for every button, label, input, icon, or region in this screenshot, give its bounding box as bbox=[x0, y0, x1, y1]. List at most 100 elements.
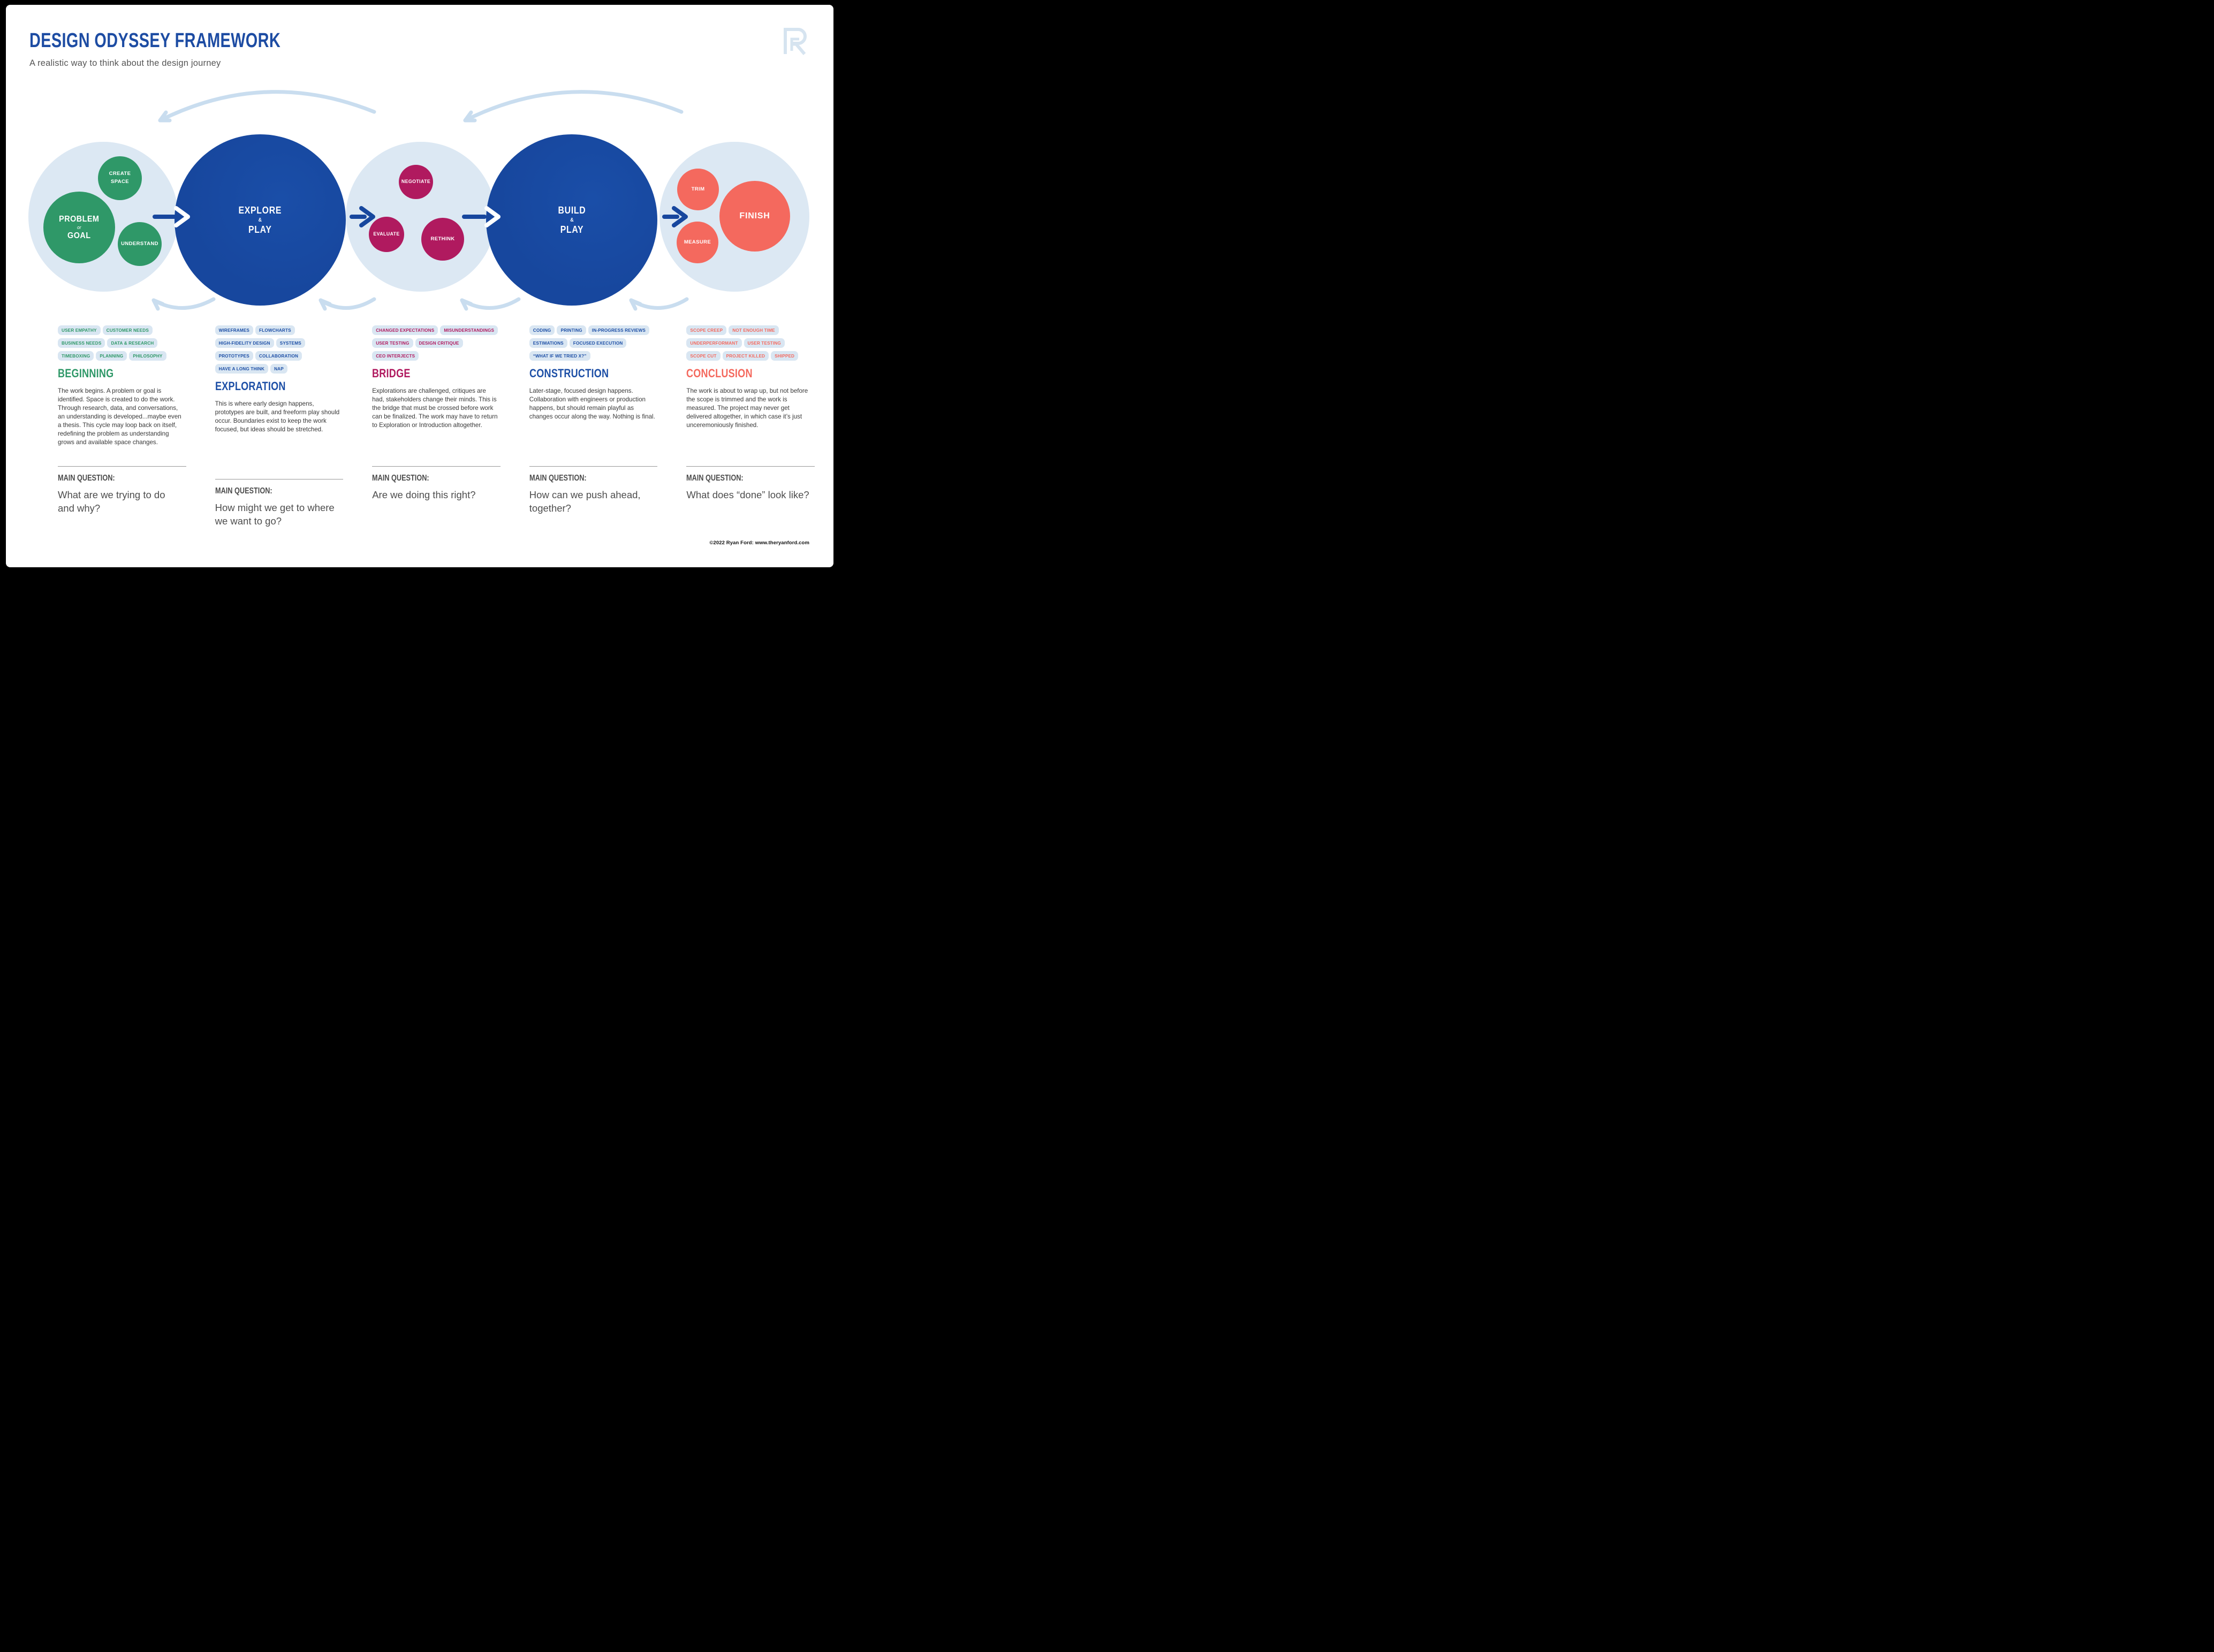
page-subtitle: A realistic way to think about the desig… bbox=[29, 58, 221, 68]
tag: CEO INTERJECTS bbox=[372, 351, 419, 361]
tag: WIREFRAMES bbox=[215, 325, 254, 335]
bridge-cluster-circle bbox=[346, 142, 496, 292]
tag: HIGH-FIDELITY DESIGN bbox=[215, 338, 274, 348]
column-exploration: WIREFRAMES FLOWCHARTS HIGH-FIDELITY DESIGN… bbox=[215, 325, 344, 528]
tag: PRINTING bbox=[557, 325, 586, 335]
conclusion-question: What does “done” look like? bbox=[686, 489, 809, 500]
divider bbox=[529, 466, 658, 467]
or-line: or bbox=[77, 224, 81, 231]
tag: ESTIMATIONS bbox=[529, 338, 567, 348]
problem-or-goal-circle: PROBLEM or GOAL bbox=[43, 192, 115, 263]
tag: SYSTEMS bbox=[276, 338, 305, 348]
tag: PLANNING bbox=[96, 351, 127, 361]
tag: USER EMPATHY bbox=[58, 325, 101, 335]
tag: COLLABORATION bbox=[255, 351, 302, 361]
create-space-label: CREATE SPACE bbox=[109, 171, 131, 185]
exploration-description: This is where early design happens, prot… bbox=[215, 400, 340, 433]
beginning-tags: USER EMPATHY CUSTOMER NEEDS BUSINESS NEEDS… bbox=[58, 325, 186, 363]
tag: USER TESTING bbox=[744, 338, 785, 348]
loop-arrow-bottom-2 bbox=[319, 297, 376, 310]
tag: PROTOTYPES bbox=[215, 351, 253, 361]
bridge-heading: BRIDGE bbox=[372, 367, 411, 380]
exploration-heading: EXPLORATION bbox=[215, 379, 286, 393]
evaluate-circle: EVALUATE bbox=[369, 217, 404, 252]
tag: SCOPE CREEP bbox=[686, 325, 727, 335]
trim-circle: TRIM bbox=[677, 169, 719, 210]
negotiate-circle: NEGOTIATE bbox=[399, 165, 433, 199]
tag: TIMEBOXING bbox=[58, 351, 94, 361]
play-line: PLAY bbox=[560, 224, 583, 235]
tag: IN-PROGRESS REVIEWS bbox=[588, 325, 649, 335]
exploration-tags: WIREFRAMES FLOWCHARTS HIGH-FIDELITY DESIGN… bbox=[215, 325, 344, 376]
tag: NAP bbox=[270, 364, 287, 374]
loop-arrow-bottom-4 bbox=[629, 297, 689, 310]
tag: PROJECT KILLED bbox=[722, 351, 769, 361]
loop-arrowhead-icon bbox=[629, 298, 642, 311]
tag: CUSTOMER NEEDS bbox=[102, 325, 153, 335]
loop-arrowhead-icon bbox=[151, 298, 165, 311]
conclusion-tags: SCOPE CREEP NOT ENOUGH TIME UNDERPERFORMAN… bbox=[686, 325, 815, 363]
loop-arrowhead-icon bbox=[460, 298, 473, 311]
rf-monogram-logo-icon bbox=[781, 26, 809, 59]
tag: CHANGED EXPECTATIONS bbox=[372, 325, 438, 335]
tag: UNDERPERFORMANT bbox=[686, 338, 742, 348]
bridge-description: Explorations are challenged, critiques a… bbox=[372, 387, 498, 429]
understand-label: UNDERSTAND bbox=[121, 240, 158, 247]
construction-heading: CONSTRUCTION bbox=[529, 367, 609, 380]
beginning-description: The work begins. A problem or goal is id… bbox=[58, 387, 181, 446]
bridge-tags: CHANGED EXPECTATIONS MISUNDERSTANDINGS USE… bbox=[372, 325, 501, 363]
build-play-circle: BUILD & PLAY bbox=[486, 134, 657, 306]
loop-arrowhead-icon bbox=[158, 110, 172, 123]
rethink-label: RETHINK bbox=[430, 235, 455, 242]
loop-arrow-explore-to-beginning bbox=[158, 90, 376, 123]
evaluate-label: EVALUATE bbox=[373, 231, 400, 237]
main-question-label: MAIN QUESTION: bbox=[58, 474, 115, 483]
trim-label: TRIM bbox=[691, 186, 705, 192]
play-line: PLAY bbox=[248, 224, 272, 235]
main-question-label: MAIN QUESTION: bbox=[529, 474, 587, 483]
stage-columns: USER EMPATHY CUSTOMER NEEDS BUSINESS NEEDS… bbox=[58, 325, 815, 528]
conclusion-description: The work is about to wrap up, but not be… bbox=[686, 387, 808, 429]
finish-circle: FINISH bbox=[719, 181, 790, 252]
loop-arrowhead-icon bbox=[463, 110, 477, 123]
build-line: BUILD bbox=[558, 204, 586, 216]
page-title: DESIGN ODYSSEY FRAMEWORK bbox=[29, 29, 281, 52]
tag: SCOPE CUT bbox=[686, 351, 721, 361]
column-beginning: USER EMPATHY CUSTOMER NEEDS BUSINESS NEEDS… bbox=[58, 325, 186, 528]
ampersand: & bbox=[570, 217, 574, 223]
tag: FLOWCHARTS bbox=[255, 325, 295, 335]
beginning-question: What are we trying to do and why? bbox=[58, 489, 165, 514]
explore-play-circle: EXPLORE & PLAY bbox=[175, 134, 346, 306]
create-space-circle: CREATE SPACE bbox=[98, 156, 142, 200]
divider bbox=[58, 466, 186, 467]
construction-description: Later-stage, focused design happens. Col… bbox=[529, 387, 655, 420]
loop-arrowhead-icon bbox=[319, 298, 332, 311]
tag: “WHAT IF WE TRIED X?” bbox=[529, 351, 590, 361]
bridge-question: Are we doing this right? bbox=[372, 489, 476, 500]
loop-arrow-build-to-bridge bbox=[463, 90, 684, 123]
loop-arrow-bottom-3 bbox=[460, 297, 521, 310]
tag: MISUNDERSTANDINGS bbox=[440, 325, 498, 335]
tag: NOT ENOUGH TIME bbox=[729, 325, 779, 335]
construction-tags: CODING PRINTING IN-PROGRESS REVIEWS ESTIMAT… bbox=[529, 325, 658, 363]
tag: BUSINESS NEEDS bbox=[58, 338, 105, 348]
understand-circle: UNDERSTAND bbox=[118, 222, 162, 266]
tag: HAVE A LONG THINK bbox=[215, 364, 269, 374]
problem-or-goal-label: PROBLEM or GOAL bbox=[59, 215, 99, 241]
poster-canvas: DESIGN ODYSSEY FRAMEWORK A realistic way… bbox=[6, 5, 833, 567]
main-question-label: MAIN QUESTION: bbox=[686, 474, 744, 483]
beginning-heading: BEGINNING bbox=[58, 367, 114, 380]
build-play-label: BUILD & PLAY bbox=[558, 205, 586, 235]
construction-question: How can we push ahead, together? bbox=[529, 489, 641, 514]
copyright-credit: ©2022 Ryan Ford: www.theryanford.com bbox=[709, 540, 809, 546]
measure-circle: MEASURE bbox=[677, 222, 718, 263]
tag: DESIGN CRITIQUE bbox=[415, 338, 463, 348]
tag: FOCUSED EXECUTION bbox=[569, 338, 627, 348]
problem-line: PROBLEM bbox=[59, 214, 100, 224]
tag: USER TESTING bbox=[372, 338, 413, 348]
ampersand: & bbox=[258, 217, 262, 223]
column-bridge: CHANGED EXPECTATIONS MISUNDERSTANDINGS USE… bbox=[372, 325, 501, 528]
goal-line: GOAL bbox=[67, 231, 91, 240]
explore-play-label: EXPLORE & PLAY bbox=[239, 205, 282, 235]
tag: PHILOSOPHY bbox=[129, 351, 166, 361]
